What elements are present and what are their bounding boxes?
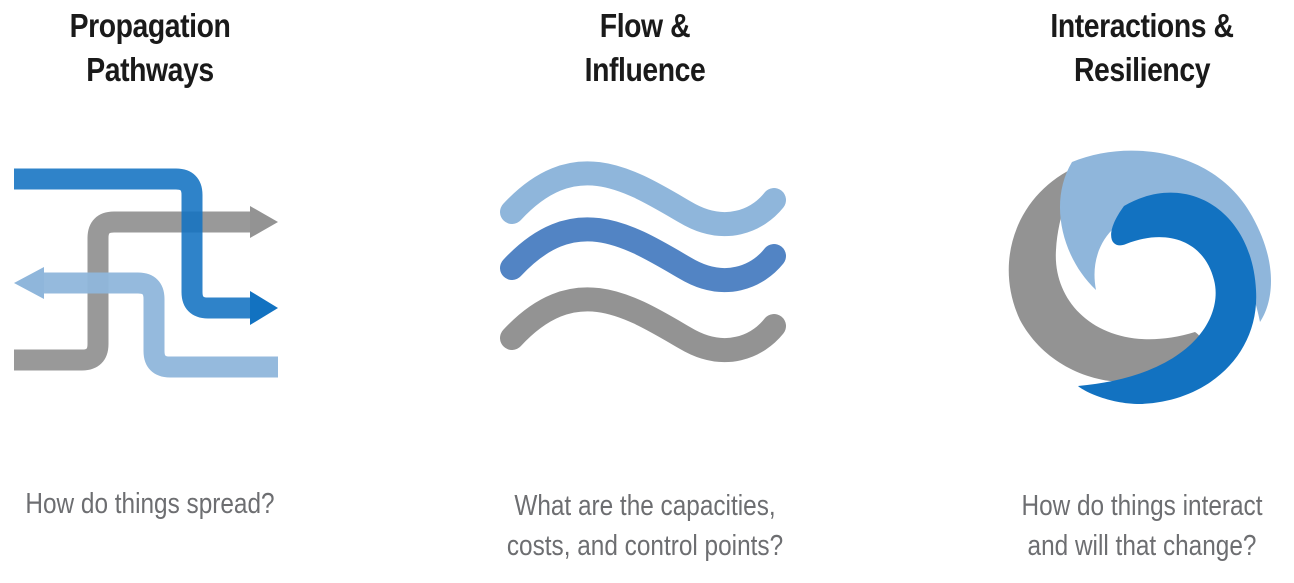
question-line-1: What are the capacities, — [514, 490, 776, 522]
panel-propagation-pathways: Propagation Pathways How do things sprea… — [0, 0, 300, 583]
gray-swirl-arm — [1008, 166, 1202, 383]
panel-interactions-resiliency: Interactions & Resiliency How do things … — [990, 0, 1294, 583]
gray-arrowhead — [250, 206, 278, 238]
panel-title: Propagation Pathways — [21, 4, 279, 92]
light-blue-swirl-arm — [1059, 150, 1271, 322]
gray-wave — [500, 287, 786, 363]
question-line-1: How do things spread? — [25, 488, 275, 520]
dark-blue-arrowhead — [250, 291, 278, 325]
swirl-icon — [1008, 150, 1271, 404]
panel-question: How do things interact and will that cha… — [1014, 486, 1269, 566]
question-line-1: How do things interact — [1021, 490, 1263, 522]
panel-title: Interactions & Resiliency — [1011, 4, 1272, 92]
light-blue-pathway — [44, 272, 278, 378]
title-line-2: Influence — [584, 51, 706, 88]
dark-blue-pathway — [14, 168, 250, 319]
title-line-2: Resiliency — [1073, 51, 1211, 88]
panel-question: How do things spread? — [24, 484, 276, 524]
waves-icon — [500, 161, 786, 363]
title-line-1: Interactions & — [1050, 7, 1234, 44]
light-blue-wave — [500, 161, 786, 237]
title-line-1: Flow & — [599, 7, 691, 44]
light-blue-arrowhead — [14, 267, 44, 299]
question-line-2: costs, and control points? — [506, 530, 784, 562]
title-line-1: Propagation — [69, 7, 231, 44]
panel-question: What are the capacities, costs, and cont… — [506, 486, 783, 566]
mid-blue-wave — [500, 217, 786, 293]
question-line-2: and will that change? — [1027, 530, 1257, 562]
panel-title: Flow & Influence — [503, 4, 787, 92]
dark-blue-swirl-arm — [1078, 192, 1257, 404]
title-line-2: Pathways — [86, 51, 214, 88]
panel-flow-influence: Flow & Influence What are the capacities… — [480, 0, 810, 583]
crossing-arrows-icon — [14, 168, 278, 378]
